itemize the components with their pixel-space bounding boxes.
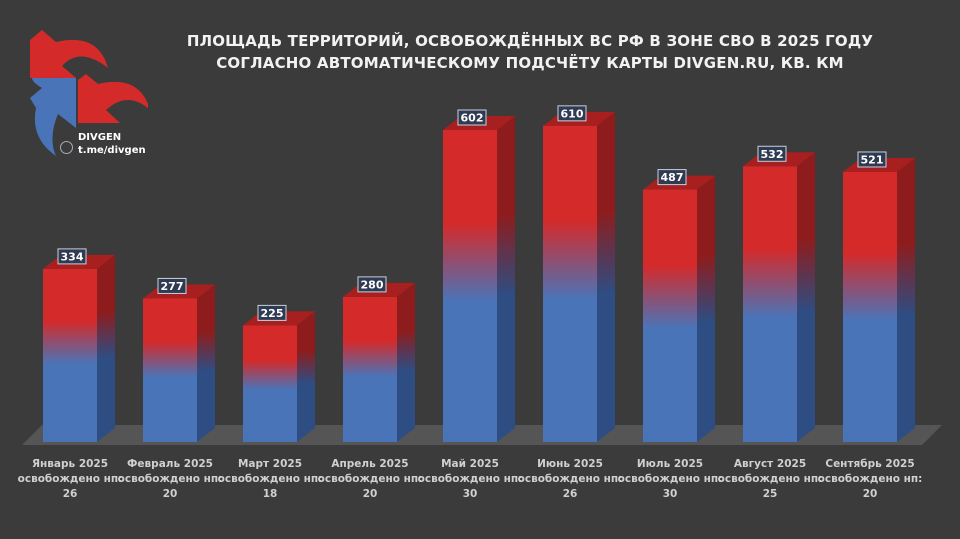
bar-side xyxy=(797,152,815,443)
bar: 521 xyxy=(843,151,915,442)
divgen-logo xyxy=(30,30,148,156)
x-tick-label: Февраль 2025 освобождено нп: 20 xyxy=(115,457,225,502)
settlements-note: освобождено нп: 20 xyxy=(317,473,423,500)
bar: 487 xyxy=(643,169,715,443)
data-label-box xyxy=(157,277,187,294)
branding[interactable]: DIVGEN t.me/divgen xyxy=(78,131,146,157)
month-label: Сентябрь 2025 xyxy=(825,458,915,470)
data-label: 610 xyxy=(561,107,584,120)
settlements-note: освобождено нп: 18 xyxy=(217,473,323,500)
bar-side xyxy=(297,311,315,442)
bar-front xyxy=(43,268,97,442)
data-label: 602 xyxy=(461,112,484,125)
x-tick-label: Август 2025 освобождено нп: 25 xyxy=(715,457,825,502)
month-label: Март 2025 xyxy=(237,458,302,470)
brand-link[interactable]: t.me/divgen xyxy=(78,145,146,156)
x-tick-label: Март 2025 освобождено нп: 18 xyxy=(215,457,325,502)
bar-side xyxy=(397,282,415,442)
month-label: Июль 2025 xyxy=(636,458,704,470)
bar: 277 xyxy=(143,277,215,442)
data-label-box xyxy=(857,151,887,168)
settlements-note: освобождено нп: 26 xyxy=(17,473,123,500)
bar-front xyxy=(243,325,297,442)
settlements-note: освобождено нп: 20 xyxy=(117,473,223,500)
data-label: 334 xyxy=(61,250,84,263)
brand-name: DIVGEN xyxy=(78,132,122,143)
month-label: Февраль 2025 xyxy=(127,458,213,470)
bar-front xyxy=(743,166,797,443)
bar: 532 xyxy=(743,145,815,443)
x-tick-label: Май 2025 освобождено нп: 30 xyxy=(415,457,525,502)
month-label: Апрель 2025 xyxy=(331,458,409,470)
data-label-box xyxy=(657,169,687,186)
bar-side xyxy=(197,284,215,442)
data-label: 225 xyxy=(261,307,284,320)
data-label-box xyxy=(257,304,287,321)
bar: 280 xyxy=(343,276,415,442)
data-label-box xyxy=(357,276,387,293)
x-tick-label: Апрель 2025 освобождено нп: 20 xyxy=(315,457,425,502)
bar: 602 xyxy=(443,109,515,442)
x-tick-label: Сентябрь 2025 освобождено нп: 20 xyxy=(815,457,925,502)
month-label: Май 2025 xyxy=(441,458,499,470)
bar: 225 xyxy=(243,304,315,442)
bar-side xyxy=(897,157,915,442)
settlements-note: освобождено нп: 26 xyxy=(517,473,623,500)
bar-front xyxy=(143,298,197,442)
settlements-note: освобождено нп: 30 xyxy=(417,473,523,500)
settlements-note: освобождено нп: 20 xyxy=(817,473,923,500)
month-label: Июнь 2025 xyxy=(537,458,603,470)
bar-front xyxy=(343,296,397,442)
bar-side xyxy=(697,175,715,443)
telegram-icon xyxy=(60,141,73,154)
data-label: 532 xyxy=(761,148,784,161)
bar: 334 xyxy=(43,248,115,442)
month-label: Август 2025 xyxy=(733,458,807,470)
x-tick-label: Июнь 2025 освобождено нп: 26 xyxy=(515,457,625,502)
title-line-2: СОГЛАСНО АВТОМАТИЧЕСКОМУ ПОДСЧЁТУ КАРТЫ … xyxy=(216,54,844,72)
bar-side xyxy=(497,116,515,442)
data-label: 280 xyxy=(361,278,384,291)
bar-side xyxy=(597,111,615,442)
bar: 610 xyxy=(543,105,615,442)
data-label-box xyxy=(757,145,787,162)
settlements-note: освобождено нп: 30 xyxy=(617,473,723,500)
month-label: Январь 2025 xyxy=(31,458,109,470)
chart-title: ПЛОЩАДЬ ТЕРРИТОРИЙ, ОСВОБОЖДЁННЫХ ВС РФ … xyxy=(150,30,910,74)
bar-front xyxy=(443,130,497,442)
bar-front xyxy=(643,189,697,442)
title-line-1: ПЛОЩАДЬ ТЕРРИТОРИЙ, ОСВОБОЖДЁННЫХ ВС РФ … xyxy=(186,32,874,50)
bar-front xyxy=(843,171,897,442)
bar-front xyxy=(543,125,597,442)
data-label-box xyxy=(57,248,87,265)
data-label-box xyxy=(557,105,587,122)
x-tick-label: Январь 2025 освобождено нп: 26 xyxy=(15,457,125,502)
data-label: 277 xyxy=(161,280,184,293)
settlements-note: освобождено нп: 25 xyxy=(717,473,823,500)
data-label: 487 xyxy=(661,171,684,184)
data-label-box xyxy=(457,109,487,126)
bar-side xyxy=(97,254,115,442)
x-tick-label: Июль 2025 освобождено нп: 30 xyxy=(615,457,725,502)
data-label: 521 xyxy=(861,153,884,166)
